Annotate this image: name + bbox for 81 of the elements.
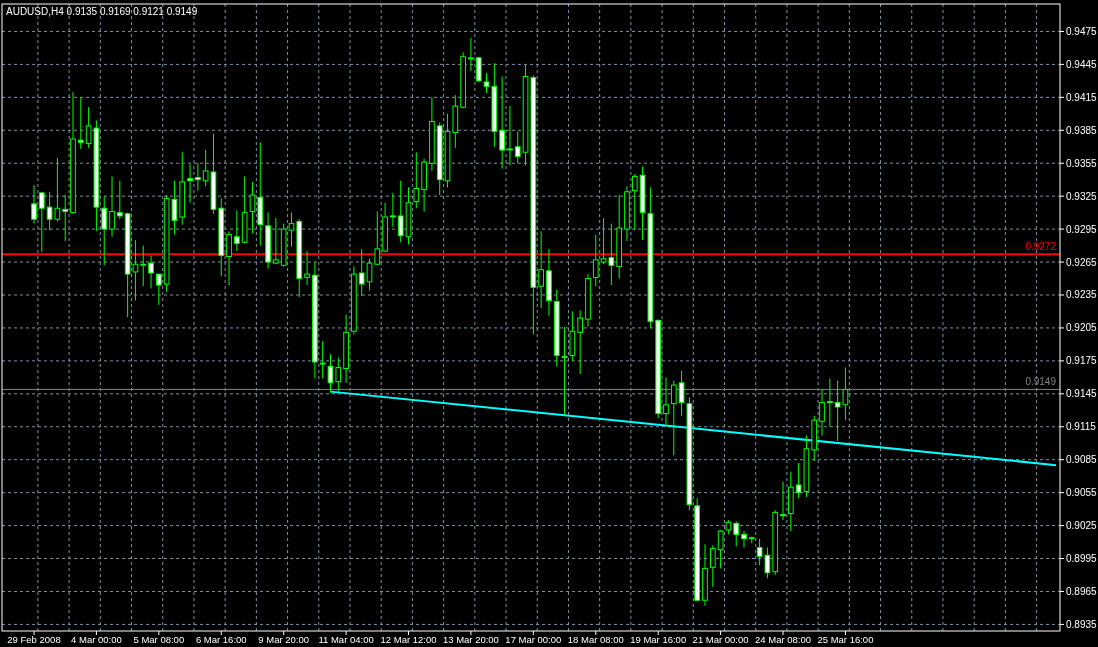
candlestick: [156, 273, 162, 306]
candlestick: [249, 181, 256, 234]
y-tick-label: 0.9385: [1066, 124, 1098, 136]
candlestick: [319, 340, 326, 379]
y-tick-label: 0.9325: [1066, 190, 1098, 202]
y-tick-label: 0.9055: [1066, 487, 1098, 499]
candlestick: [741, 530, 747, 549]
candlestick: [226, 230, 232, 286]
candlestick: [62, 194, 69, 242]
y-tick-label: 0.9475: [1066, 25, 1098, 37]
candlestick: [709, 544, 716, 588]
candlestick: [826, 377, 833, 428]
candlestick: [148, 254, 154, 289]
x-tick-label: 6 Mar 16:00: [195, 634, 247, 645]
y-tick-label: 0.9415: [1066, 91, 1098, 103]
candlestick: [499, 75, 505, 170]
candlestick: [327, 353, 334, 394]
y-tick-label: 0.9145: [1066, 388, 1098, 400]
candlestick: [780, 481, 786, 521]
candlestick: [38, 191, 45, 253]
x-tick-label: 9 Mar 20:00: [258, 634, 310, 645]
candlestick: [592, 234, 599, 287]
y-tick-label: 0.9295: [1066, 223, 1098, 235]
x-tick-label: 19 Mar 16:00: [630, 634, 687, 645]
x-tick-label: 5 Mar 08:00: [133, 634, 185, 645]
candlestick: [273, 217, 279, 265]
candlestick: [374, 211, 381, 266]
candlestick: [234, 209, 240, 252]
candlestick: [195, 162, 201, 192]
ref-line-label: 0.9149: [1025, 376, 1057, 388]
candlestick: [663, 376, 669, 428]
x-tick-label: 25 Mar 16:00: [817, 634, 874, 645]
x-tick-label: 21 Mar 00:00: [692, 634, 749, 645]
candlestick: [413, 151, 420, 209]
y-tick-label: 0.9115: [1066, 421, 1097, 433]
candlestick: [678, 370, 685, 417]
candlestick: [335, 357, 342, 393]
x-tick-label: 13 Mar 20:00: [442, 634, 499, 645]
candlestick: [31, 184, 37, 225]
candlestick: [397, 180, 404, 243]
candlestick: [468, 37, 474, 72]
y-tick-label: 0.9085: [1066, 454, 1098, 466]
candlestick: [538, 230, 544, 309]
candlestick: [366, 258, 373, 292]
candlestick: [631, 173, 638, 231]
y-tick-label: 0.9025: [1066, 520, 1098, 532]
candlestick: [358, 248, 365, 297]
candlestick: [819, 388, 825, 437]
candlestick: [577, 309, 583, 375]
x-tick-label: 11 Mar 04:00: [318, 634, 374, 645]
y-tick-label: 0.9205: [1066, 322, 1098, 334]
y-tick-label: 0.9265: [1066, 256, 1098, 268]
x-tick-label: 4 Mar 00:00: [71, 634, 122, 645]
y-tick-label: 0.9175: [1066, 355, 1098, 367]
y-tick-label: 0.8935: [1066, 618, 1098, 630]
candlestick: [116, 180, 123, 220]
x-tick-label: 29 Feb 2008: [7, 634, 61, 645]
x-tick-label: 24 Mar 08:00: [755, 634, 812, 645]
y-tick-label: 0.9355: [1066, 157, 1098, 169]
candlestick: [514, 130, 521, 164]
candlestick: [390, 192, 396, 228]
candlestick: [304, 250, 310, 286]
ref-line-label: 0.9272: [1025, 241, 1057, 253]
candlestick: [507, 105, 513, 166]
y-tick-label: 0.9235: [1066, 289, 1098, 301]
candlestick: [670, 380, 677, 456]
candlestick: [140, 245, 147, 287]
candlestick: [733, 520, 740, 547]
candlestick: [561, 326, 568, 416]
y-tick-label: 0.9445: [1066, 58, 1098, 70]
x-tick-label: 17 Mar 00:00: [505, 634, 562, 645]
candlestick: [187, 163, 193, 204]
candlestick: [77, 96, 84, 150]
y-tick-label: 0.8965: [1066, 585, 1098, 597]
candlestick: [109, 175, 115, 238]
x-tick-label: 12 Mar 12:00: [380, 634, 437, 645]
x-tick-label: 18 Mar 08:00: [567, 634, 624, 645]
candlestick: [101, 195, 108, 266]
candlestick: [475, 56, 482, 83]
chart-title: AUDUSD,H4 0.9135 0.9169 0.9121 0.9149: [6, 6, 198, 17]
y-tick-label: 0.8995: [1066, 553, 1098, 565]
